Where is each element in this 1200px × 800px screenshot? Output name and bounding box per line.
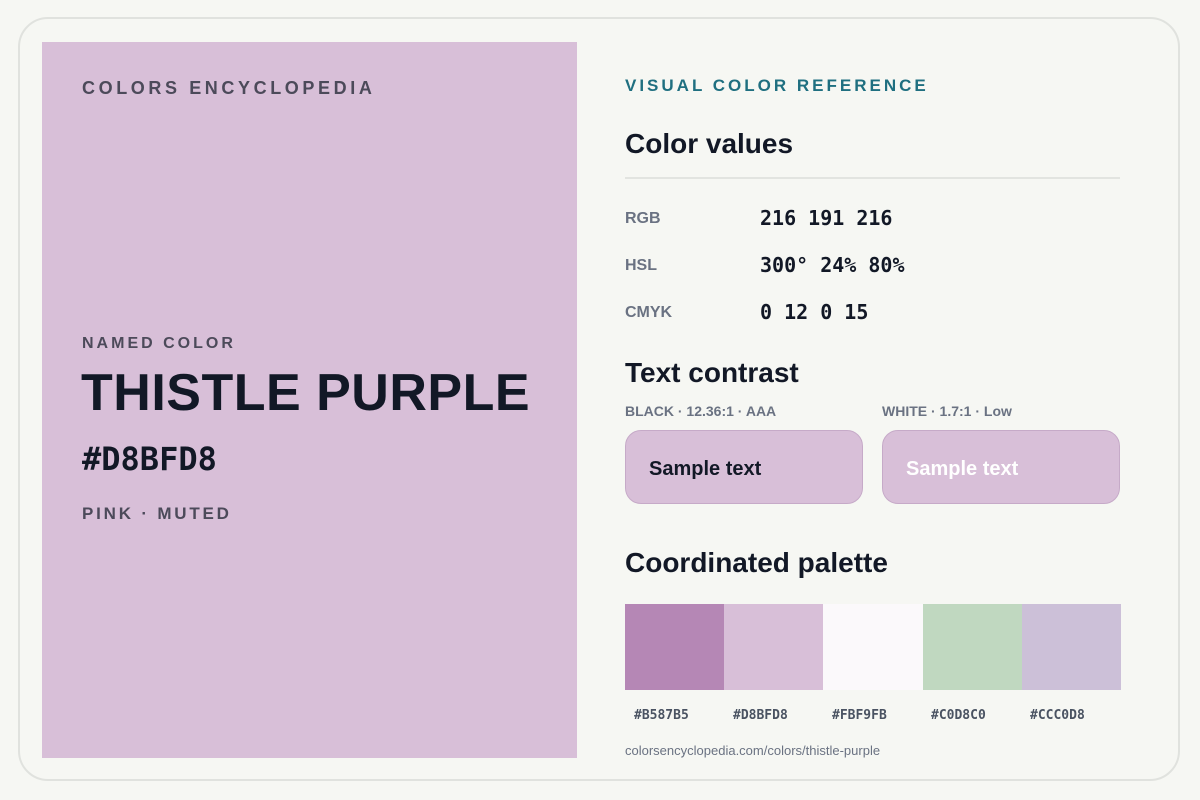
- contrast-sample-black: Sample text: [625, 430, 863, 504]
- hsl-value: 300° 24% 80%: [760, 253, 905, 277]
- palette-swatch: [922, 604, 1022, 690]
- cmyk-label: CMYK: [625, 304, 673, 321]
- color-hex: #D8BFD8: [82, 440, 217, 478]
- named-color-label: NAMED COLOR: [82, 335, 236, 352]
- section-eyebrow: VISUAL COLOR REFERENCE: [625, 76, 929, 95]
- color-values-heading: Color values: [625, 128, 794, 159]
- palette-hex: #D8BFD8: [733, 708, 788, 723]
- palette-hex: #CCC0D8: [1030, 708, 1085, 723]
- palette-swatch: [1021, 604, 1122, 690]
- palette-heading: Coordinated palette: [625, 547, 888, 578]
- contrast-black-label: BLACK · 12.36:1 · AAA: [625, 403, 777, 419]
- palette-hex: #FBF9FB: [832, 708, 887, 723]
- rgb-value: 216 191 216: [760, 206, 893, 230]
- divider: [625, 177, 1120, 179]
- color-name: THISTLE PURPLE: [81, 364, 531, 422]
- palette-swatches: [625, 604, 1122, 690]
- palette-swatch: [625, 604, 725, 690]
- palette-swatch: [724, 604, 824, 690]
- cmyk-value: 0 12 0 15: [760, 300, 869, 324]
- color-swatch-panel: COLORS ENCYCLOPEDIA NAMED COLOR THISTLE …: [42, 42, 577, 758]
- rgb-label: RGB: [625, 210, 661, 227]
- brand-name: COLORS ENCYCLOPEDIA: [82, 78, 376, 98]
- palette-hex: #B587B5: [634, 708, 689, 723]
- contrast-white-label: WHITE · 1.7:1 · Low: [882, 403, 1012, 419]
- palette-hex: #C0D8C0: [931, 708, 986, 723]
- hsl-label: HSL: [625, 257, 657, 274]
- palette-swatch: [823, 604, 923, 690]
- contrast-sample-white: Sample text: [882, 430, 1120, 504]
- text-contrast-heading: Text contrast: [625, 357, 799, 388]
- color-tags: PINK · MUTED: [82, 504, 232, 523]
- source-url: colorsencyclopedia.com/colors/thistle-pu…: [625, 743, 881, 758]
